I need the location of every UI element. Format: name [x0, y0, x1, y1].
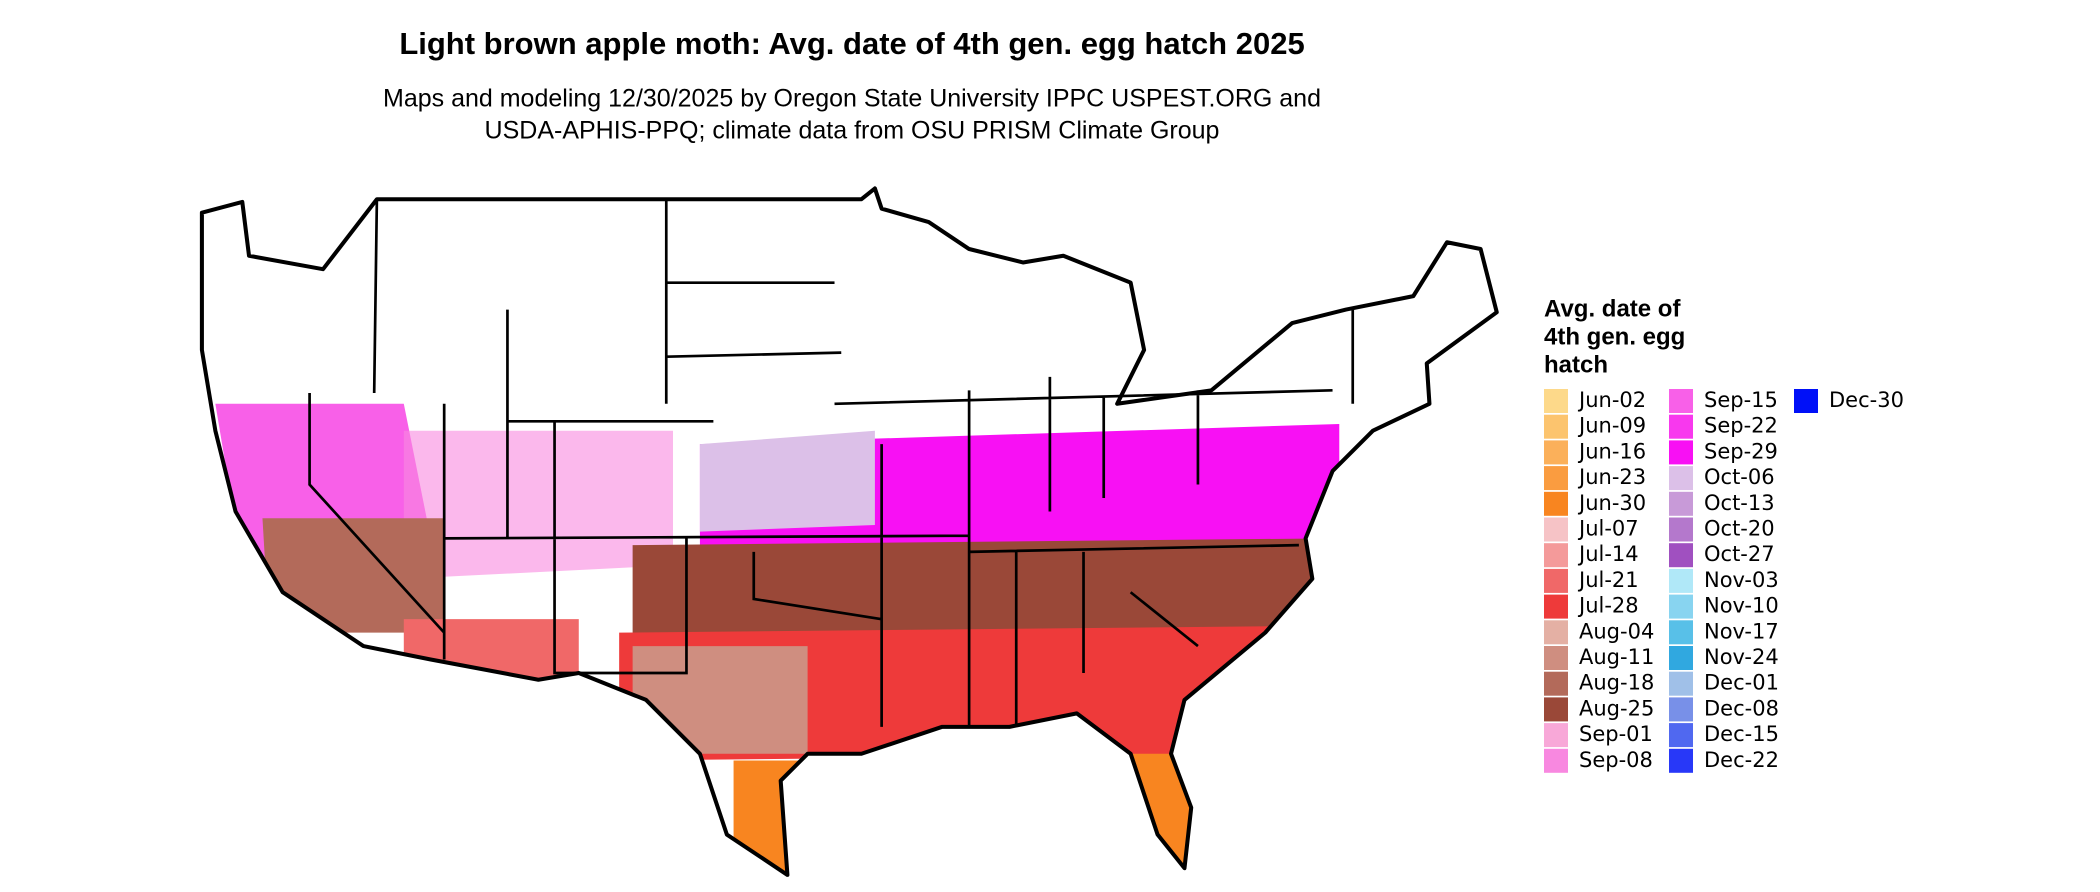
legend-swatch [1669, 389, 1693, 413]
legend-swatch [1544, 440, 1568, 465]
legend-swatch [1669, 620, 1693, 645]
legend-swatch [1544, 671, 1568, 696]
legend-swatch [1544, 543, 1568, 568]
legend-label: Jun-16 [1577, 439, 1646, 463]
legend-label: Oct-27 [1704, 542, 1775, 566]
legend-label: Sep-01 [1579, 722, 1653, 746]
legend-label: Oct-13 [1704, 491, 1775, 515]
legend-label: Jun-23 [1577, 465, 1646, 489]
legend-swatch [1669, 414, 1693, 439]
map [202, 188, 1497, 888]
legend-swatch [1669, 466, 1693, 491]
legend-swatch [1544, 517, 1568, 542]
legend-label: Dec-15 [1704, 722, 1779, 746]
legend-swatch [1669, 723, 1693, 748]
legend-label: Sep-22 [1704, 414, 1778, 438]
legend-label: Oct-06 [1704, 465, 1775, 489]
legend-label: Sep-08 [1579, 748, 1653, 772]
legend-swatch [1544, 748, 1568, 773]
legend-swatch [1669, 517, 1693, 542]
legend-label: Jun-30 [1577, 491, 1646, 515]
legend-swatch [1669, 748, 1693, 773]
subtitle: USDA-APHIS-PPQ; climate data from OSU PR… [485, 117, 1220, 145]
legend-label: Sep-15 [1704, 388, 1778, 412]
legend-label: Nov-17 [1704, 619, 1779, 643]
legend-swatch [1544, 414, 1568, 439]
legend-label: Jun-02 [1577, 388, 1646, 412]
legend-swatch [1544, 697, 1568, 722]
legend-label: Jul-14 [1577, 542, 1639, 566]
legend-label: Dec-01 [1704, 671, 1779, 695]
legend-label: Nov-24 [1704, 645, 1779, 669]
legend-swatch [1669, 491, 1693, 516]
legend-swatch [1669, 440, 1693, 465]
legend-swatch [1544, 568, 1568, 593]
title: Light brown apple moth: Avg. date of 4th… [399, 26, 1304, 61]
legend-swatch [1669, 671, 1693, 696]
legend-label: Dec-08 [1704, 696, 1779, 720]
legend-swatch [1669, 543, 1693, 568]
legend-swatch [1669, 594, 1693, 619]
legend-swatch [1669, 697, 1693, 722]
legend-swatch [1544, 491, 1568, 516]
legend-swatch [1544, 620, 1568, 645]
legend-swatch [1544, 466, 1568, 491]
legend-swatch [1544, 594, 1568, 619]
legend-label: Dec-22 [1704, 748, 1779, 772]
legend-label: Jul-28 [1577, 594, 1639, 618]
legend-title: 4th gen. egg [1544, 323, 1685, 350]
legend-label: Jul-07 [1577, 517, 1639, 541]
legend-swatch [1544, 389, 1568, 413]
legend-title: hatch [1544, 351, 1608, 378]
legend-swatch [1669, 568, 1693, 593]
legend-label: Jul-21 [1577, 568, 1639, 592]
legend-label: Nov-03 [1704, 568, 1779, 592]
legend-label: Dec-30 [1829, 388, 1904, 412]
legend-label: Oct-20 [1704, 517, 1775, 541]
legend-label: Nov-10 [1704, 594, 1779, 618]
legend-label: Aug-25 [1579, 696, 1654, 720]
legend-label: Aug-11 [1579, 645, 1654, 669]
subtitle: Maps and modeling 12/30/2025 by Oregon S… [383, 85, 1321, 113]
legend-swatch [1544, 723, 1568, 748]
legend-label: Aug-04 [1579, 619, 1654, 643]
legend-label: Aug-18 [1579, 671, 1654, 695]
legend-swatch [1669, 646, 1693, 670]
legend-label: Sep-29 [1704, 439, 1778, 463]
legend-label: Jun-09 [1577, 414, 1646, 438]
legend-title: Avg. date of [1544, 295, 1681, 322]
legend-swatch [1544, 646, 1568, 670]
legend-swatch [1794, 389, 1818, 413]
legend: Jun-02Jun-09Jun-16Jun-23Jun-30Jul-07Jul-… [1544, 388, 1904, 773]
